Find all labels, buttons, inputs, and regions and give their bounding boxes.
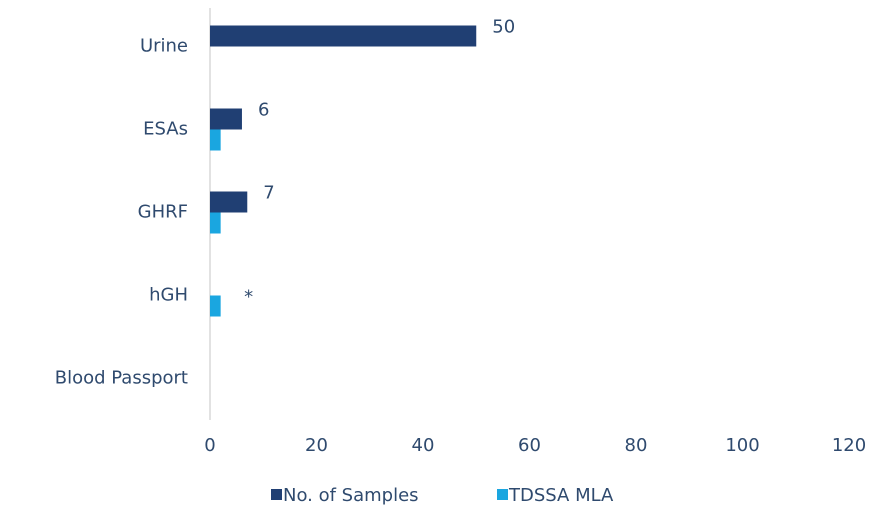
legend-swatch (497, 489, 508, 500)
y-tick-label: Urine (140, 36, 188, 57)
bar (210, 191, 248, 213)
bar (210, 108, 242, 130)
x-tick-label: 0 (204, 435, 215, 456)
x-tick-label: 80 (625, 435, 648, 456)
y-tick-label: hGH (149, 285, 188, 306)
data-label: 50 (492, 17, 515, 38)
x-tick-label: 60 (518, 435, 541, 456)
data-label: 6 (258, 100, 269, 121)
x-tick-label: 100 (725, 435, 759, 456)
data-label: 7 (263, 183, 274, 204)
bar (210, 25, 477, 47)
y-tick-label: GHRF (138, 202, 188, 223)
bar (210, 295, 221, 317)
x-tick-label: 20 (305, 435, 328, 456)
y-tick-label: ESAs (143, 119, 188, 140)
legend-label: TDSSA MLA (508, 485, 614, 506)
bar (210, 129, 221, 151)
y-tick-label: Blood Passport (55, 368, 188, 389)
annotation: * (244, 287, 253, 308)
legend-swatch (271, 489, 282, 500)
bar (210, 212, 221, 234)
x-tick-label: 120 (832, 435, 866, 456)
legend-label: No. of Samples (283, 485, 419, 506)
x-tick-label: 40 (412, 435, 435, 456)
